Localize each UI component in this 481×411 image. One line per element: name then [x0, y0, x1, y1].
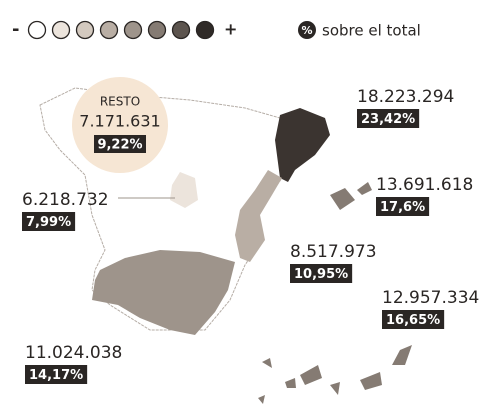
region-amount: 8.517.973 [290, 242, 377, 262]
region-badge [376, 197, 430, 216]
region-badge [290, 264, 353, 283]
resto-percent: 9,22% [97, 138, 142, 153]
region-badge [22, 212, 76, 231]
percent-icon-text: % [301, 24, 312, 37]
region-badge [25, 365, 88, 384]
region-percent: 14,17% [29, 368, 83, 383]
region-percent: 23,42% [361, 112, 415, 127]
resto-title: RESTO [100, 95, 140, 109]
legend-scale [27, 20, 215, 40]
region-amount: 6.218.732 [22, 190, 109, 210]
region-amount: 13.691.618 [376, 175, 473, 195]
resto-badge [94, 135, 146, 153]
region-percent: 17,6% [380, 200, 425, 215]
legend-text: sobre el total [322, 22, 421, 40]
region-percent: 10,95% [294, 267, 348, 282]
region-amount: 11.024.038 [25, 343, 122, 363]
region-badge [357, 109, 420, 128]
region-amount: 12.957.334 [382, 288, 479, 308]
region-badge [382, 310, 445, 329]
legend-high: + [224, 20, 237, 39]
legend-low: - [12, 19, 19, 40]
region-amount: 18.223.294 [357, 87, 454, 107]
region-percent: 7,99% [26, 215, 71, 230]
resto-amount: 7.171.631 [79, 112, 160, 131]
percent-icon [298, 21, 316, 39]
region-percent: 16,65% [386, 313, 440, 328]
